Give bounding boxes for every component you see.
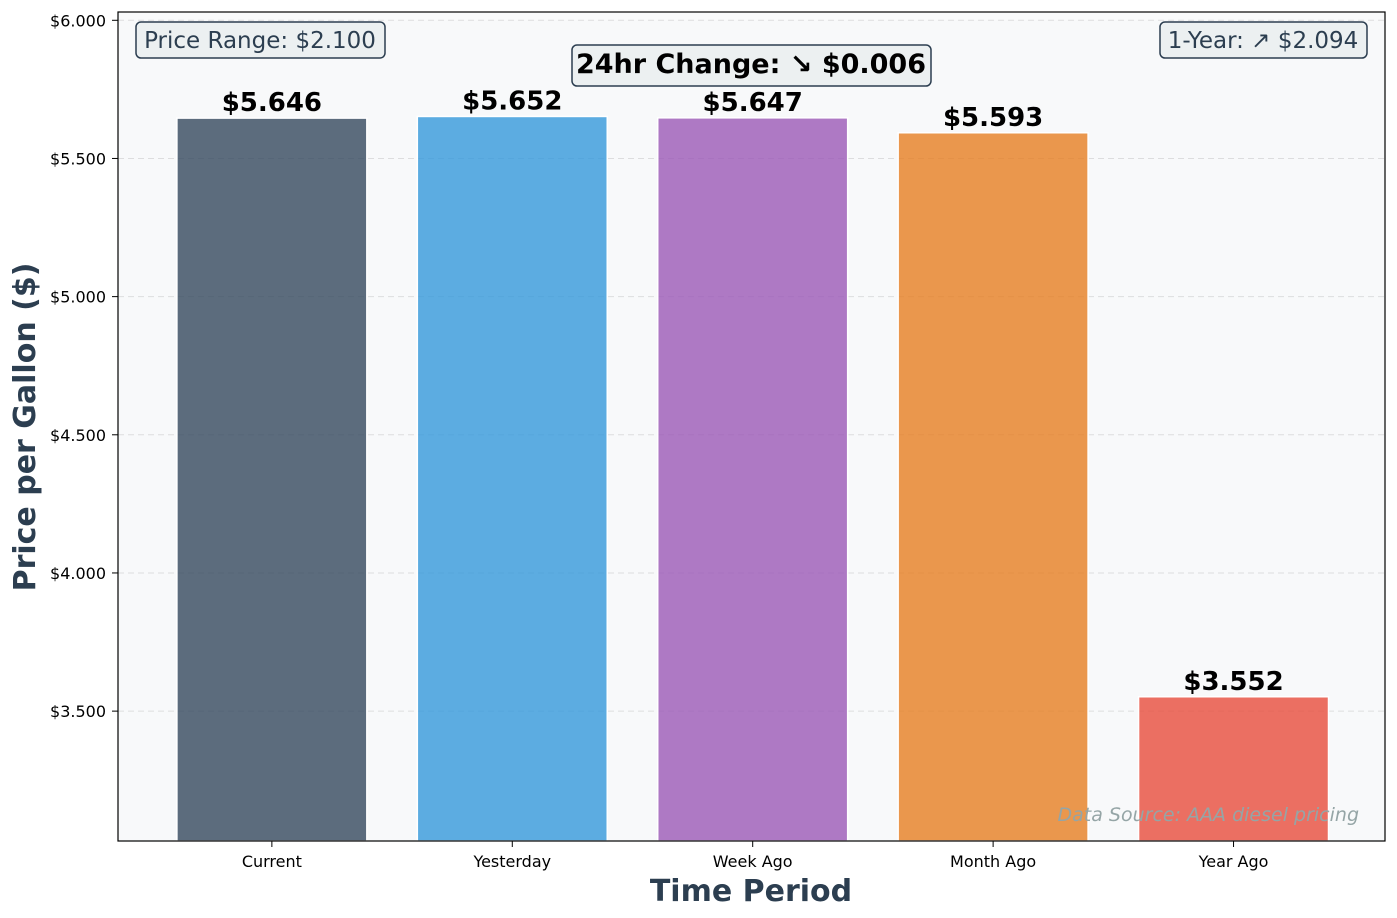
y-tick-label: $5.500 <box>50 149 106 168</box>
price-range-label: Price Range: $2.100 <box>144 28 376 54</box>
x-axis-title: Time Period <box>650 874 852 909</box>
bar-yesterday <box>416 115 608 842</box>
x-axis-ticks: Current Yesterday Week Ago Month Ago Year Ag… <box>242 841 1269 871</box>
change-24hr-label: 24hr Change: ↘ $0.006 <box>576 49 926 80</box>
y-axis-ticks: $3.500 $4.000 $4.500 $5.000 $5.500 $6.000 <box>50 11 118 721</box>
bar-year-ago <box>1137 696 1330 842</box>
x-tick-label: Month Ago <box>950 852 1036 871</box>
x-tick-label: Year Ago <box>1198 852 1269 871</box>
bar-value-label: $5.593 <box>943 103 1043 133</box>
price-range-box-frame <box>135 21 386 59</box>
y-axis-title: Price per Gallon ($) <box>8 263 43 592</box>
change-1yr-box: 1-Year: ↗ $2.094 <box>1159 21 1368 59</box>
y-tick-label: $5.000 <box>50 288 106 307</box>
y-tick-label: $4.000 <box>50 564 106 583</box>
change-24hr-box-frame <box>571 44 932 87</box>
x-tick-label: Current <box>242 852 302 871</box>
x-tick-label: Week Ago <box>713 852 793 871</box>
change-1yr-label: 1-Year: ↗ $2.094 <box>1168 28 1359 54</box>
bar-value-label: $5.652 <box>462 86 562 116</box>
price-range-box: Price Range: $2.100 <box>135 21 386 59</box>
data-source-note: Data Source: AAA diesel pricing <box>1058 804 1359 826</box>
plot-frame <box>117 11 1386 842</box>
bar-value-label: $3.552 <box>1183 667 1283 697</box>
bar-value-label: $5.646 <box>222 88 322 118</box>
y-tick-label: $6.000 <box>50 11 106 30</box>
y-tick-label: $3.500 <box>50 702 106 721</box>
bars: $5.646 $5.652 $5.647 $5.593 $3.552 <box>176 86 1330 842</box>
bar-value-label: $5.647 <box>703 88 803 118</box>
change-1yr-box-frame <box>1159 21 1368 59</box>
y-tick-label: $4.500 <box>50 426 106 445</box>
change-24hr-box: 24hr Change: ↘ $0.006 <box>571 44 932 87</box>
bar-week-ago <box>656 117 849 842</box>
x-tick-label: Yesterday <box>472 852 551 871</box>
bar-current <box>176 117 368 842</box>
bar-month-ago <box>897 132 1089 842</box>
